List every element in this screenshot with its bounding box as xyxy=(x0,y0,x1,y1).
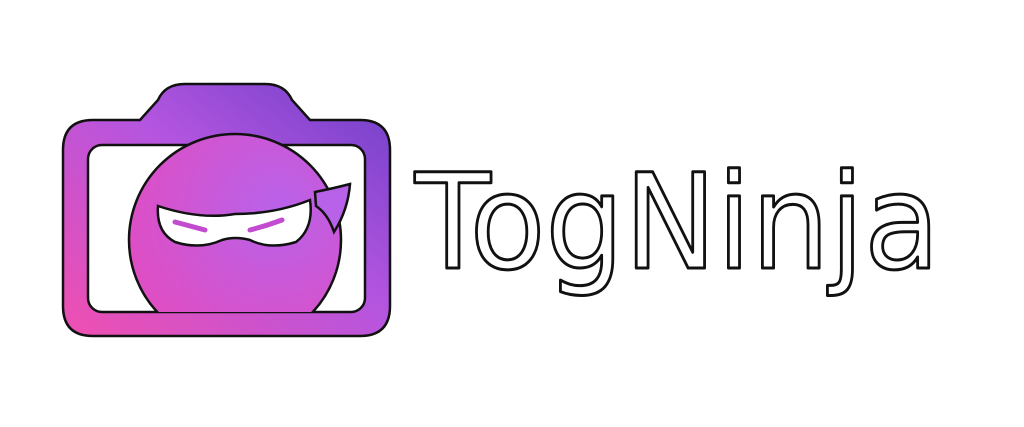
ninja-eye xyxy=(247,217,285,233)
ninja-tail xyxy=(313,182,352,235)
ninja-mask xyxy=(156,198,312,247)
camera-icon xyxy=(61,82,392,338)
ninja-eye xyxy=(172,219,208,233)
wordmark: TogNinja xyxy=(414,146,940,300)
